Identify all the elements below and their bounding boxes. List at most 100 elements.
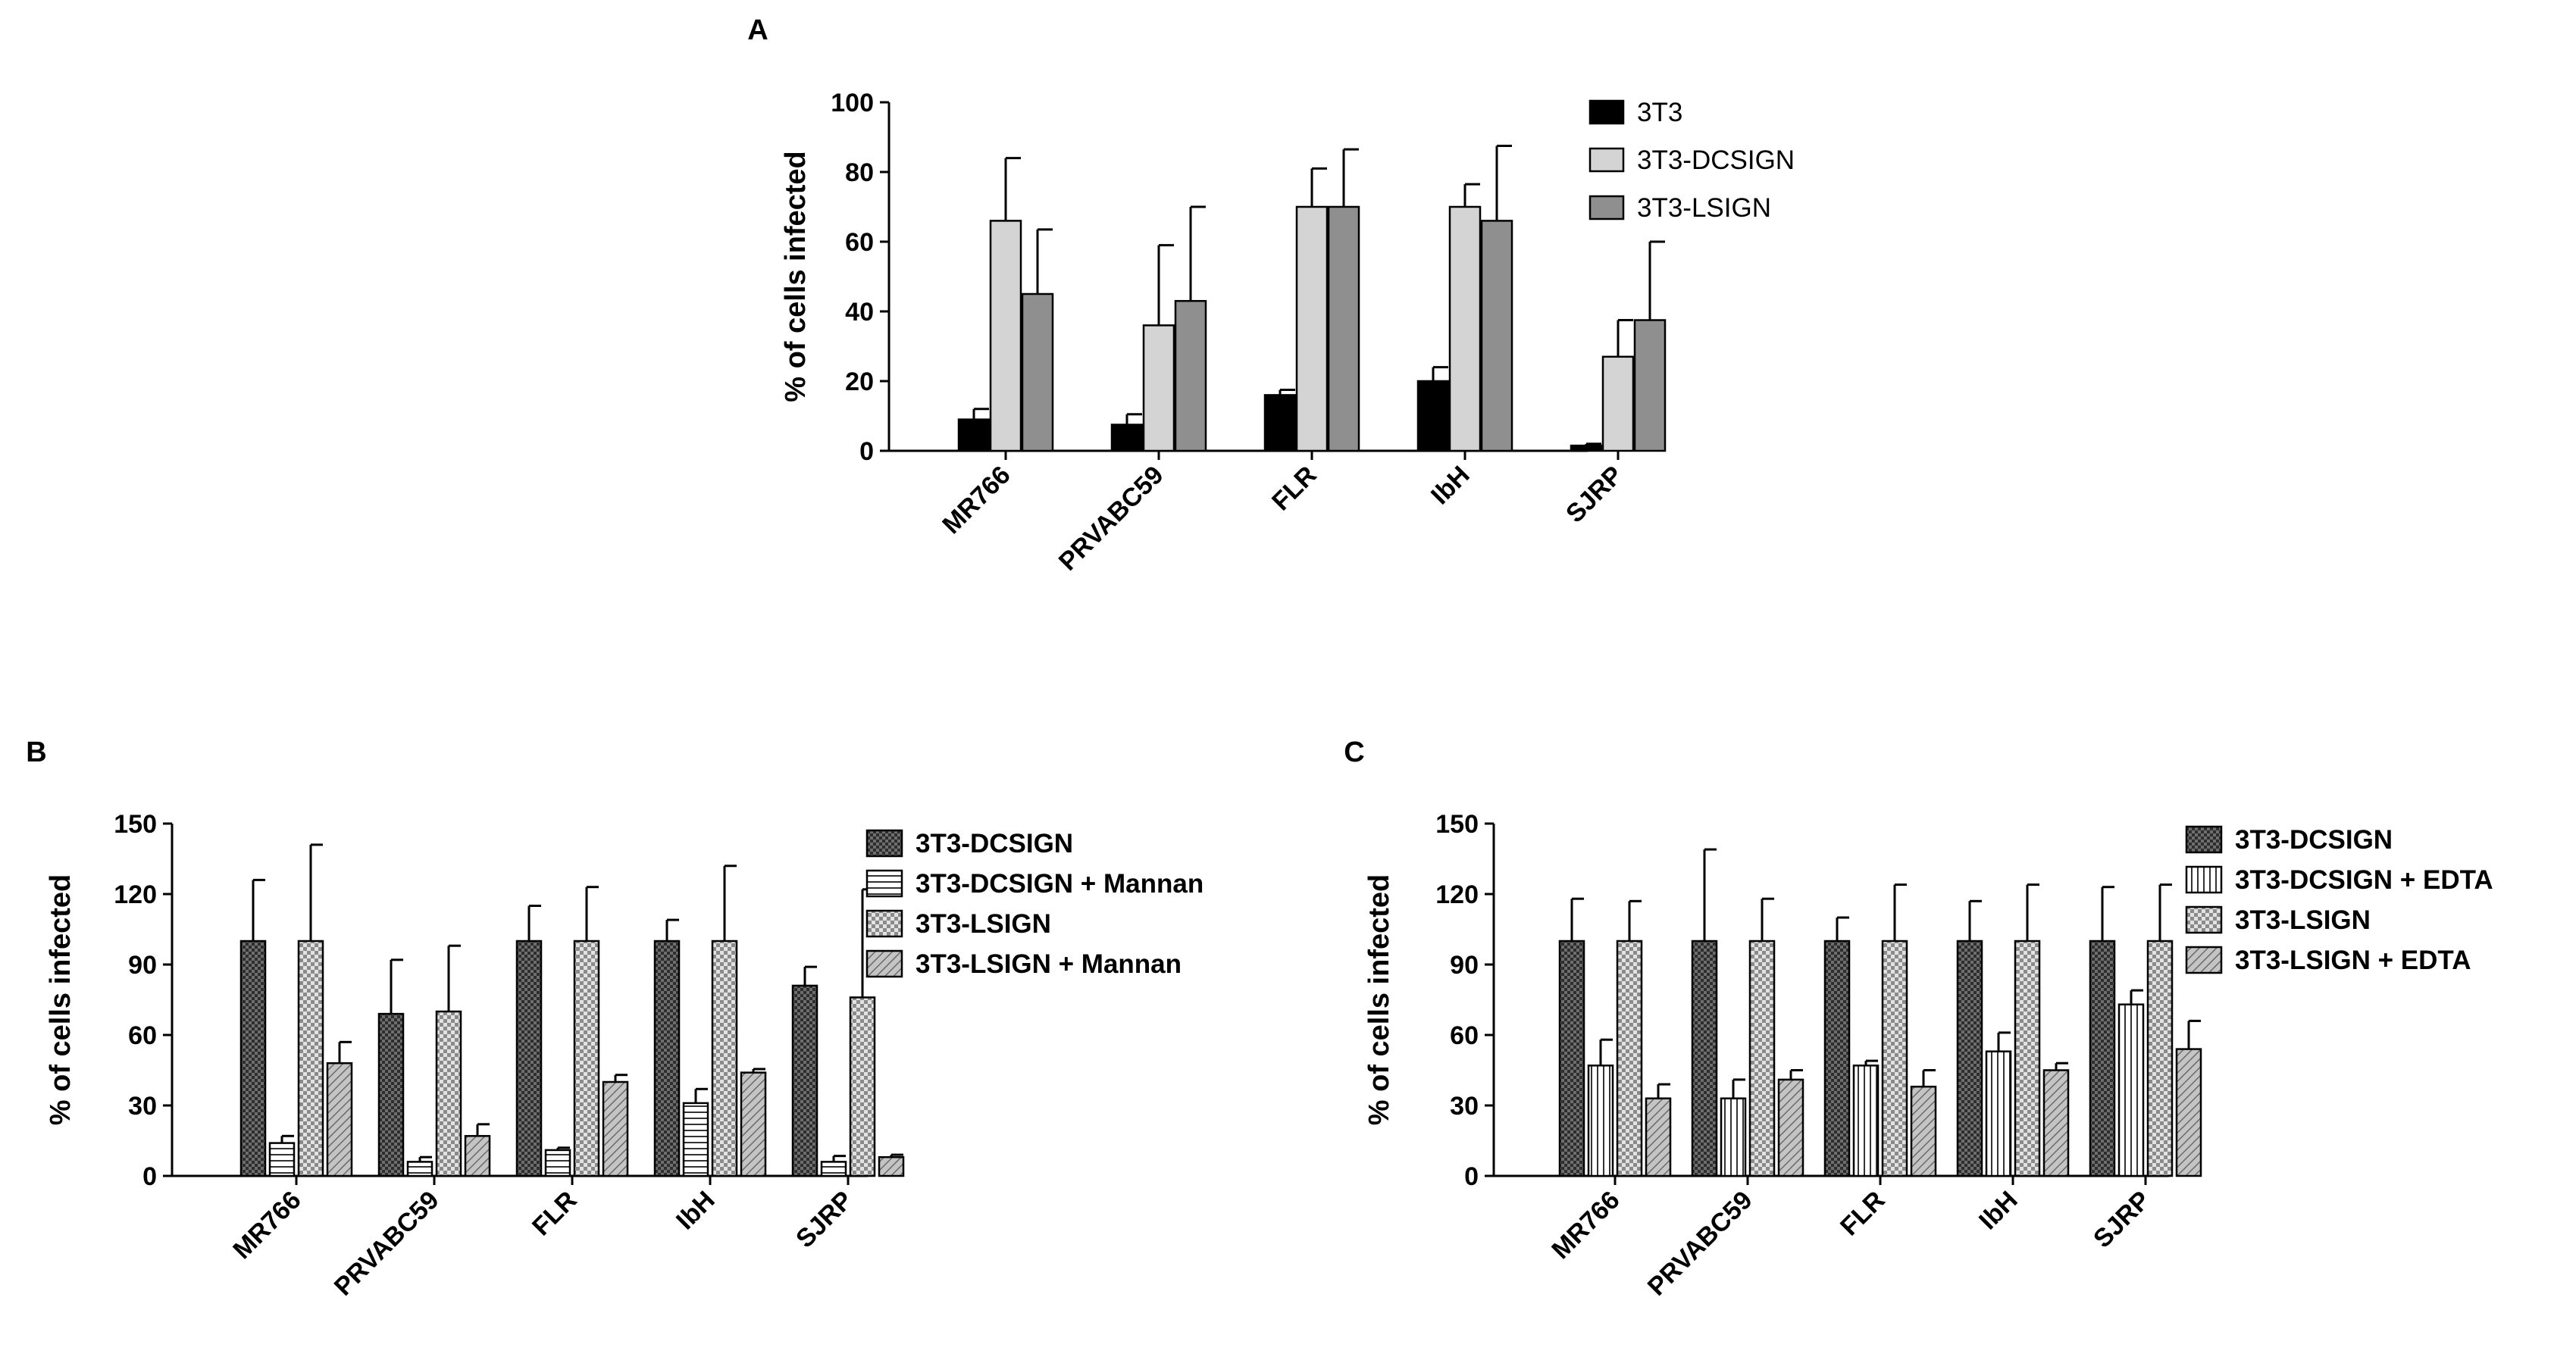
y-axis-title: % of cells infected: [780, 151, 812, 402]
bar: [1142, 324, 1175, 452]
bar: [989, 220, 1022, 452]
y-tick-label: 60: [1450, 1021, 1479, 1050]
x-tick-label: SJRP: [2088, 1186, 2156, 1254]
bar: [1558, 940, 1585, 1177]
y-tick-label: 30: [1450, 1092, 1479, 1121]
legend-label: 3T3-LSIGN + Mannan: [916, 949, 1182, 979]
bar: [515, 940, 543, 1177]
bar: [1881, 940, 1908, 1177]
bar: [957, 418, 991, 452]
x-tick-label: PRVABC59: [1642, 1186, 1758, 1302]
bar: [1633, 319, 1667, 452]
panel-label-c: C: [1344, 736, 1364, 768]
chart-panel-b: 0 30 60 90 120 150 % of cells infected MR766 PRV…: [45, 810, 1203, 1302]
y-tick-label: 40: [845, 298, 874, 327]
y-axis-title: % of cells infected: [45, 874, 77, 1126]
y-axis-title: % of cells infected: [1363, 874, 1395, 1126]
y-tick-label: 90: [1450, 951, 1479, 980]
bar: [849, 996, 876, 1177]
panel-label-b: B: [26, 736, 46, 768]
legend-swatch: [2185, 946, 2223, 974]
legend-label: 3T3-DCSIGN: [916, 829, 1073, 858]
legend-label: 3T3-LSIGN: [1637, 193, 1771, 223]
bar: [1174, 299, 1207, 452]
x-tick-label: IbH: [1973, 1186, 2024, 1236]
bar: [1720, 1097, 1747, 1177]
bar: [1448, 205, 1482, 452]
bar: [2117, 1003, 2145, 1177]
legend-label: 3T3-DCSIGN: [2235, 825, 2393, 855]
y-tick-label: 80: [845, 158, 874, 187]
legend-swatch: [1588, 195, 1625, 220]
y-tick-label: 0: [859, 437, 874, 466]
bar: [711, 940, 738, 1177]
bar: [1021, 292, 1054, 452]
x-tick-label: SJRP: [790, 1186, 859, 1254]
bar: [377, 1012, 405, 1177]
x-tick-label: MR766: [1546, 1186, 1625, 1265]
x-tick-label: FLR: [1266, 461, 1322, 517]
legend-swatch: [865, 869, 903, 898]
legend-swatch: [865, 949, 903, 978]
bar: [573, 940, 600, 1177]
legend-swatch: [2185, 905, 2223, 934]
y-tick-label: 30: [128, 1092, 157, 1121]
y-tick-label: 0: [142, 1162, 157, 1191]
bar: [1327, 205, 1360, 452]
bar: [2042, 1069, 2070, 1177]
bar: [464, 1135, 491, 1177]
bar: [1570, 444, 1603, 452]
bar: [2175, 1048, 2202, 1177]
bar: [740, 1071, 767, 1177]
bar: [653, 940, 681, 1177]
bar: [1416, 380, 1450, 452]
bar: [1777, 1078, 1804, 1177]
legend-label: 3T3-DCSIGN + EDTA: [2235, 865, 2493, 895]
bar: [791, 984, 818, 1177]
bar: [1110, 424, 1144, 452]
bar: [2014, 940, 2041, 1177]
bar: [1910, 1085, 1937, 1177]
y-tick-label: 100: [831, 89, 874, 117]
bar: [406, 1161, 434, 1177]
x-tick-label: FLR: [1835, 1186, 1891, 1242]
x-tick-label: IbH: [671, 1186, 721, 1236]
bar: [2146, 940, 2174, 1177]
bar: [268, 1142, 296, 1177]
bar: [1956, 940, 1983, 1177]
x-tick-label: MR766: [227, 1186, 306, 1265]
y-tick-label: 120: [114, 880, 157, 909]
legend-swatch: [1588, 147, 1625, 173]
x-tick-label: PRVABC59: [1053, 461, 1169, 577]
y-tick-label: 90: [128, 951, 157, 980]
bar: [1263, 394, 1297, 452]
x-tick-label: PRVABC59: [329, 1186, 445, 1302]
bar: [1645, 1097, 1672, 1177]
y-tick-label: 150: [114, 810, 157, 839]
panel-label-a: A: [747, 14, 768, 46]
legend-swatch: [1588, 99, 1625, 125]
legend-label: 3T3: [1637, 98, 1682, 127]
bar: [1748, 940, 1776, 1177]
y-tick-label: 0: [1464, 1162, 1479, 1191]
bar: [435, 1010, 462, 1177]
bar: [1601, 355, 1635, 452]
y-tick-label: 120: [1435, 880, 1479, 909]
x-tick-label: MR766: [937, 461, 1016, 539]
legend-label: 3T3-DCSIGN + Mannan: [916, 869, 1203, 899]
chart-panel-c: 0 30 60 90 120 150 % of cells infected MR766 PRV…: [1363, 810, 2493, 1302]
bar: [544, 1149, 571, 1177]
bar: [1480, 220, 1513, 452]
legend-swatch: [2185, 865, 2223, 894]
legend-label: 3T3-DCSIGN: [1637, 145, 1795, 175]
bar: [1295, 205, 1329, 452]
bar: [820, 1161, 847, 1177]
chart-panel-a: 0 20 40 60 80 100 % of cells infected MR766 PRVA…: [780, 89, 1795, 577]
bar: [1587, 1065, 1614, 1177]
legend-swatch: [865, 909, 903, 938]
bar: [682, 1102, 709, 1177]
legend-label: 3T3-LSIGN: [2235, 905, 2371, 935]
bar: [297, 940, 324, 1177]
bar: [1616, 940, 1643, 1177]
